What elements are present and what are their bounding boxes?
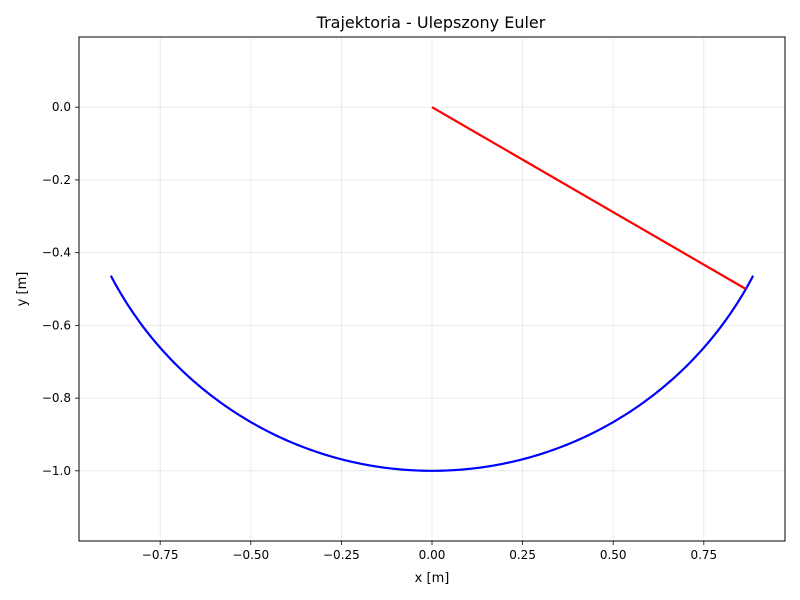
- x-tick-label: −0.75: [142, 548, 179, 562]
- trajectory-line: [110, 275, 754, 472]
- y-tick-label: −1.0: [42, 464, 71, 478]
- y-tick-label: 0.0: [52, 100, 71, 114]
- x-tick-label: 0.50: [600, 548, 627, 562]
- x-tick-label: 0.75: [690, 548, 717, 562]
- y-axis-label: y [m]: [15, 272, 30, 307]
- grid: [79, 37, 785, 541]
- x-ticks: −0.75 −0.50 −0.25 0.00 0.25 0.50 0.75: [142, 541, 717, 562]
- x-tick-label: −0.50: [232, 548, 269, 562]
- y-tick-label: −0.2: [42, 173, 71, 187]
- y-ticks: 0.0 −0.2 −0.4 −0.6 −0.8 −1.0: [42, 100, 79, 478]
- x-tick-label: 0.25: [509, 548, 536, 562]
- x-axis-label: x [m]: [415, 571, 450, 586]
- y-tick-label: −0.8: [42, 391, 71, 405]
- plot-series: [110, 106, 754, 472]
- rod-line: [431, 106, 747, 290]
- x-tick-label: −0.25: [323, 548, 360, 562]
- y-tick-label: −0.4: [42, 246, 71, 260]
- y-tick-label: −0.6: [42, 318, 71, 332]
- x-tick-label: 0.00: [419, 548, 446, 562]
- chart-title: Trajektoria - Ulepszony Euler: [316, 13, 546, 32]
